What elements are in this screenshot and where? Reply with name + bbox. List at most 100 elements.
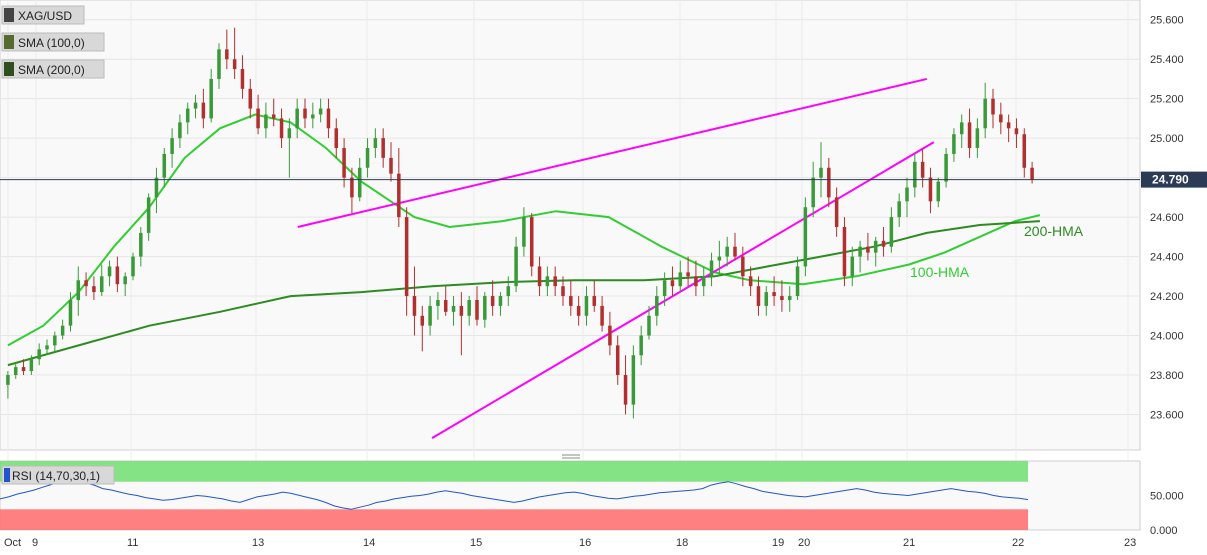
candle [967,108,972,158]
candle [139,226,143,267]
time-tick-label: 19 [772,537,784,549]
candle [662,272,667,306]
candle [514,236,518,293]
time-tick-label: 16 [579,537,591,549]
candle [842,217,847,287]
candle [365,138,370,178]
time-tick-label: 14 [363,537,375,549]
candle [29,355,34,375]
candle [248,78,253,119]
candle [999,102,1003,135]
rsi-line [0,479,1029,510]
candle [506,276,511,306]
time-tick-label: 21 [903,537,915,549]
candle [678,260,683,293]
trendlines [297,77,935,440]
candle [623,355,628,415]
candle [84,272,88,297]
candle [404,207,409,316]
legend-sma-200-label: SMA (200,0) [18,63,85,77]
price-tick-label: 25.400 [1150,54,1184,66]
candle [858,240,862,273]
candle [709,252,714,287]
candle [1022,128,1027,178]
candle [13,363,18,379]
candle [1014,118,1019,149]
legend-rsi-label: RSI (14,70,30,1) [12,469,100,483]
candle [780,280,784,312]
price-tick-label: 24.200 [1150,291,1184,303]
candle [334,118,339,158]
candle [553,266,557,297]
price-tick-label: 25.200 [1150,94,1184,106]
candle [537,256,542,297]
candle [811,161,815,218]
candle [819,142,823,198]
candle [201,88,206,129]
time-tick-label: Oct [4,537,21,549]
legend-xagusd[interactable]: XAG/USD [1,5,85,25]
candle [834,187,839,237]
candle [959,114,964,149]
candle [873,236,878,267]
candle [686,256,690,287]
candle [889,207,894,253]
candle [428,296,432,336]
candle [944,148,948,188]
legend-sma-100-label: SMA (100,0) [18,36,85,50]
candle [45,339,49,356]
time-tick-label: 22 [1012,537,1024,549]
candle [287,118,292,178]
panel-resize-handle[interactable] [562,454,580,459]
candle [76,266,81,316]
candle [615,335,620,385]
candle [6,371,10,399]
candle [131,252,135,281]
ma-line-100-hma [7,113,1041,347]
price-tick-label: 24.400 [1150,252,1184,264]
candle [928,167,933,214]
candle [68,292,73,332]
candle [303,98,307,129]
candle [1006,114,1011,143]
candle [584,286,589,326]
candle [647,305,651,340]
price-tick-label: 24.000 [1150,331,1184,343]
candle [381,128,385,168]
upper-trendline [297,77,928,228]
candle [522,207,526,257]
candle [764,286,769,316]
candle [451,296,456,326]
legend-rsi[interactable]: RSI (14,70,30,1) [1,465,115,485]
price-axis: 25.60025.40025.20025.00024.80024.60024.4… [1150,15,1184,422]
candle [92,276,96,300]
candle [475,286,479,326]
candle [772,276,776,306]
candle [576,296,581,326]
last-price-label: 24.790 [1152,173,1189,187]
time-tick-label: 15 [470,537,482,549]
legend-sma-200[interactable]: SMA (200,0) [1,59,105,79]
candle [99,264,104,297]
candle [21,359,26,375]
candle [787,286,792,312]
candle [490,280,495,316]
candle [631,345,636,419]
candle [803,197,808,277]
legend-sma-100[interactable]: SMA (100,0) [1,32,105,52]
candle [866,232,870,261]
candle [991,88,995,129]
candle [37,343,41,366]
candle [326,98,331,139]
rsi-tick-label: 0.000 [1150,525,1178,537]
candle [217,43,221,89]
rsi-axis: 50.000 0.000 [1150,491,1184,538]
candle [913,153,917,198]
time-tick-label: 18 [676,537,688,549]
candle [436,292,440,320]
candle [670,266,675,297]
time-tick-label: 23 [1124,537,1136,549]
candle [608,311,612,356]
candle [905,177,909,218]
